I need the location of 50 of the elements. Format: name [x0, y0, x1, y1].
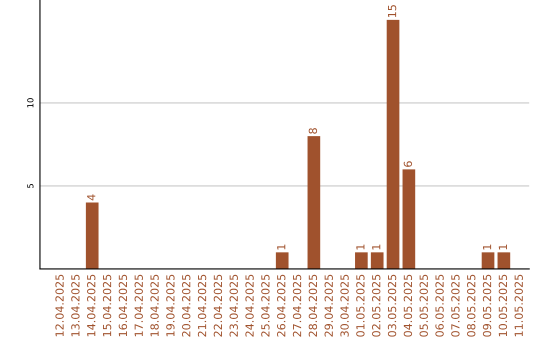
- x-tick-label: 12.04.2025: [55, 274, 64, 336]
- x-tick-label: 25.04.2025: [261, 274, 270, 337]
- x-tick-label: 19.04.2025: [166, 274, 175, 336]
- x-tick-label: 01.05.2025: [356, 274, 365, 337]
- x-tick-label: 10.05.2025: [498, 274, 508, 336]
- bar: [498, 252, 510, 269]
- data-label: 1: [498, 244, 507, 250]
- x-tick-label: 20.04.2025: [182, 274, 190, 337]
- bar: [86, 202, 99, 269]
- x-tick-label: 29.04.2025: [324, 274, 333, 337]
- bar: [308, 136, 320, 269]
- x-tick-label: 07.05.2025: [451, 274, 460, 337]
- x-tick-label: 18.04.2025: [150, 274, 159, 336]
- x-tick-label: 08.05.2025: [467, 274, 476, 337]
- x-tick-label: 03.05.2025: [388, 274, 396, 337]
- x-tick-label: 28.04.2025: [308, 274, 318, 337]
- x-tick-label: 14.04.2025: [87, 274, 96, 336]
- x-tick-label: 11.05.2025: [514, 274, 523, 336]
- x-tick-label: 05.05.2025: [420, 274, 428, 337]
- data-label: 1: [356, 244, 364, 250]
- x-tick-label: 15.04.2025: [102, 274, 112, 336]
- bar: [402, 169, 416, 269]
- x-tick-label: 27.04.2025: [292, 274, 302, 337]
- x-tick-label: 21.04.2025: [198, 274, 206, 337]
- data-label: 1: [483, 244, 492, 250]
- data-label: 1: [372, 244, 380, 250]
- x-tick-label: 17.04.2025: [134, 274, 143, 336]
- data-label: 8: [308, 128, 318, 134]
- x-tick-label: 09.05.2025: [482, 274, 492, 337]
- x-tick-label: 16.04.2025: [118, 274, 128, 336]
- x-tick-label: 04.05.2025: [404, 274, 412, 337]
- x-tick-label: 23.04.2025: [230, 274, 238, 337]
- bar: [482, 252, 494, 269]
- x-tick-label: 06.05.2025: [435, 274, 444, 337]
- bar: [386, 20, 400, 269]
- x-tick-label: 02.05.2025: [372, 274, 380, 337]
- bar: [370, 252, 384, 269]
- x-tick-label: 13.04.2025: [71, 274, 80, 336]
- bar: [276, 252, 289, 269]
- data-label: 1: [277, 244, 286, 250]
- x-tick-label: 26.04.2025: [277, 274, 286, 337]
- x-tick-label: 22.04.2025: [214, 274, 222, 337]
- y-tick-label: 5: [27, 184, 34, 188]
- bar: [355, 252, 368, 269]
- data-label: 4: [87, 194, 96, 200]
- data-label: 6: [404, 161, 412, 167]
- x-tick-label: 24.04.2025: [245, 274, 254, 337]
- x-tick-label: 30.04.2025: [340, 274, 349, 337]
- y-tick-label: 10: [27, 98, 34, 108]
- data-label: 15: [388, 5, 396, 18]
